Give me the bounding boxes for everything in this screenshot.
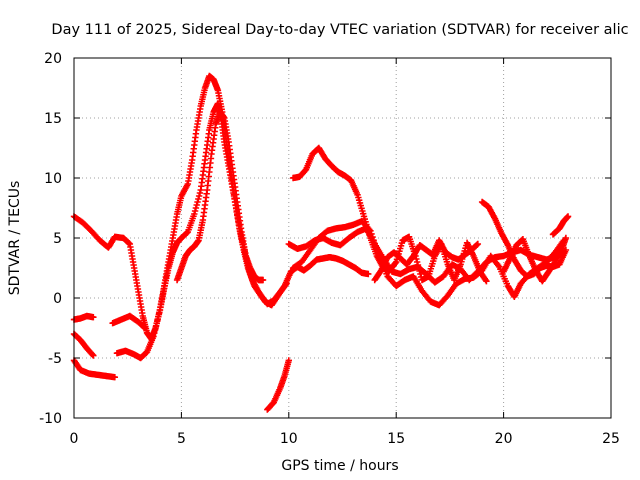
chart-title: Day 111 of 2025, Sidereal Day-to-day VTE… xyxy=(51,22,628,38)
data-point xyxy=(155,310,163,317)
data-point xyxy=(141,324,149,332)
series-trace-7 xyxy=(173,108,290,308)
data-point xyxy=(417,270,424,278)
data-point xyxy=(414,261,422,269)
y-axis-label: SDTVAR / TECUs xyxy=(7,181,23,296)
data-point xyxy=(413,255,420,263)
data-point xyxy=(90,352,97,359)
data-point xyxy=(283,280,290,287)
axis-ticks: 0 5 10 15 20 25 -10 -5 0 5 10 15 20 xyxy=(39,51,620,447)
grid-lines xyxy=(74,58,611,418)
data-point xyxy=(564,213,572,220)
data-point xyxy=(152,323,160,330)
series-trace-14 xyxy=(500,234,570,285)
data-point xyxy=(416,267,423,275)
data-point xyxy=(285,357,292,364)
series-trace-8 xyxy=(264,357,292,413)
x-tick-label: 15 xyxy=(387,431,405,447)
data-point xyxy=(151,329,158,337)
data-point xyxy=(413,258,421,266)
data-point xyxy=(259,276,267,284)
x-axis-label: GPS time / hours xyxy=(281,458,398,474)
y-tick-label: 0 xyxy=(53,291,62,307)
series-trace-12 xyxy=(371,237,482,284)
data-series xyxy=(70,72,572,413)
data-point xyxy=(90,314,97,321)
data-point xyxy=(192,204,200,212)
data-point xyxy=(483,278,490,285)
y-tick-label: 15 xyxy=(44,111,62,127)
data-point xyxy=(482,276,489,284)
x-tick-label: 10 xyxy=(280,431,298,447)
data-point xyxy=(282,281,290,288)
data-point xyxy=(194,198,201,206)
y-tick-label: -10 xyxy=(39,411,62,427)
data-point xyxy=(196,189,204,197)
series-trace-15 xyxy=(549,213,572,238)
data-point xyxy=(195,192,203,200)
data-point xyxy=(365,270,372,278)
data-point xyxy=(562,234,570,242)
data-point xyxy=(155,313,162,320)
y-tick-label: 20 xyxy=(44,51,62,67)
series-trace-3 xyxy=(70,330,97,359)
data-point xyxy=(150,333,157,340)
data-point xyxy=(392,259,399,267)
data-point xyxy=(191,207,199,215)
data-point xyxy=(89,351,96,358)
y-tick-label: 5 xyxy=(53,231,62,247)
data-point xyxy=(191,210,198,218)
data-point xyxy=(154,316,161,324)
x-tick-label: 20 xyxy=(495,431,513,447)
data-point xyxy=(193,201,200,209)
data-point xyxy=(195,195,202,203)
x-tick-label: 5 xyxy=(177,431,186,447)
data-point xyxy=(415,264,422,272)
x-tick-label: 25 xyxy=(602,431,620,447)
y-tick-label: 10 xyxy=(44,171,62,187)
data-point xyxy=(111,374,119,381)
data-point xyxy=(153,320,160,327)
data-point xyxy=(474,240,482,248)
x-tick-label: 0 xyxy=(70,431,79,447)
data-point xyxy=(151,326,159,333)
series-trace-5 xyxy=(109,312,149,332)
y-tick-label: -5 xyxy=(48,351,62,367)
